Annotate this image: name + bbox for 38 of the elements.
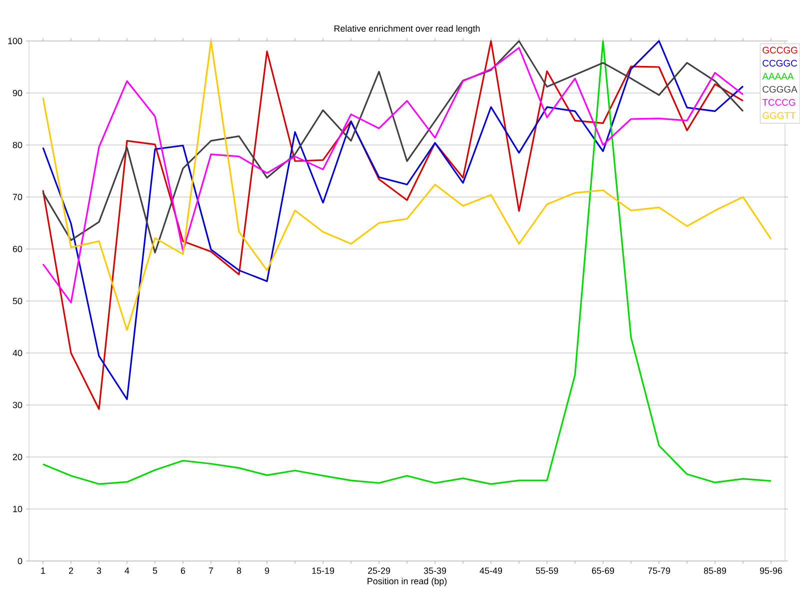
text: TCCCG	[762, 99, 796, 106]
y-tick-label: 70	[12, 194, 22, 200]
x-tick-label: 5	[152, 568, 158, 574]
y-tick-label: 30	[12, 402, 22, 408]
y-tick-label: 80	[12, 142, 22, 148]
y-tick-label: 0	[18, 558, 22, 564]
y-tick-label: 100	[8, 38, 22, 44]
y-tick-label: 90	[12, 90, 22, 96]
line-series	[42, 46, 744, 304]
x-tick-label: 65-69	[592, 568, 614, 574]
y-tick-label: 60	[12, 246, 22, 252]
x-tick-label: 55-59	[536, 568, 558, 574]
x-tick-label: 1	[41, 568, 46, 574]
x-axis-title: Position in read (bp)	[368, 578, 447, 586]
text: AAAAA	[762, 72, 794, 80]
y-tick-label: 20	[12, 454, 22, 460]
text: GCCGG	[762, 46, 798, 54]
x-tick-label: 7	[208, 568, 214, 574]
x-tick-label: 15-19	[312, 568, 334, 574]
x-tick-label: 2	[68, 568, 74, 574]
text: CCGGC	[762, 60, 798, 67]
y-tick-label: 40	[12, 350, 22, 356]
chart-title: Relative enrichment over read length	[334, 25, 480, 34]
x-tick-label: 45-49	[480, 568, 502, 574]
text: GGGTT	[762, 112, 796, 119]
x-tick-label: 4	[124, 568, 130, 574]
y-tick-label: 50	[12, 298, 22, 304]
x-tick-label: 85-89	[704, 568, 726, 574]
x-tick-label: 75-79	[648, 568, 670, 574]
x-tick-label: 95-96	[760, 568, 782, 574]
text: CGGGA	[762, 86, 798, 93]
y-tick-label: 10	[13, 506, 22, 512]
x-tick-label: 8	[236, 568, 242, 574]
x-tick-label: 9	[264, 568, 270, 574]
x-tick-label: 35-39	[424, 568, 446, 574]
x-tick-label: 25-29	[368, 568, 390, 574]
x-tick-label: 3	[96, 568, 102, 574]
x-tick-label: 6	[180, 568, 186, 574]
